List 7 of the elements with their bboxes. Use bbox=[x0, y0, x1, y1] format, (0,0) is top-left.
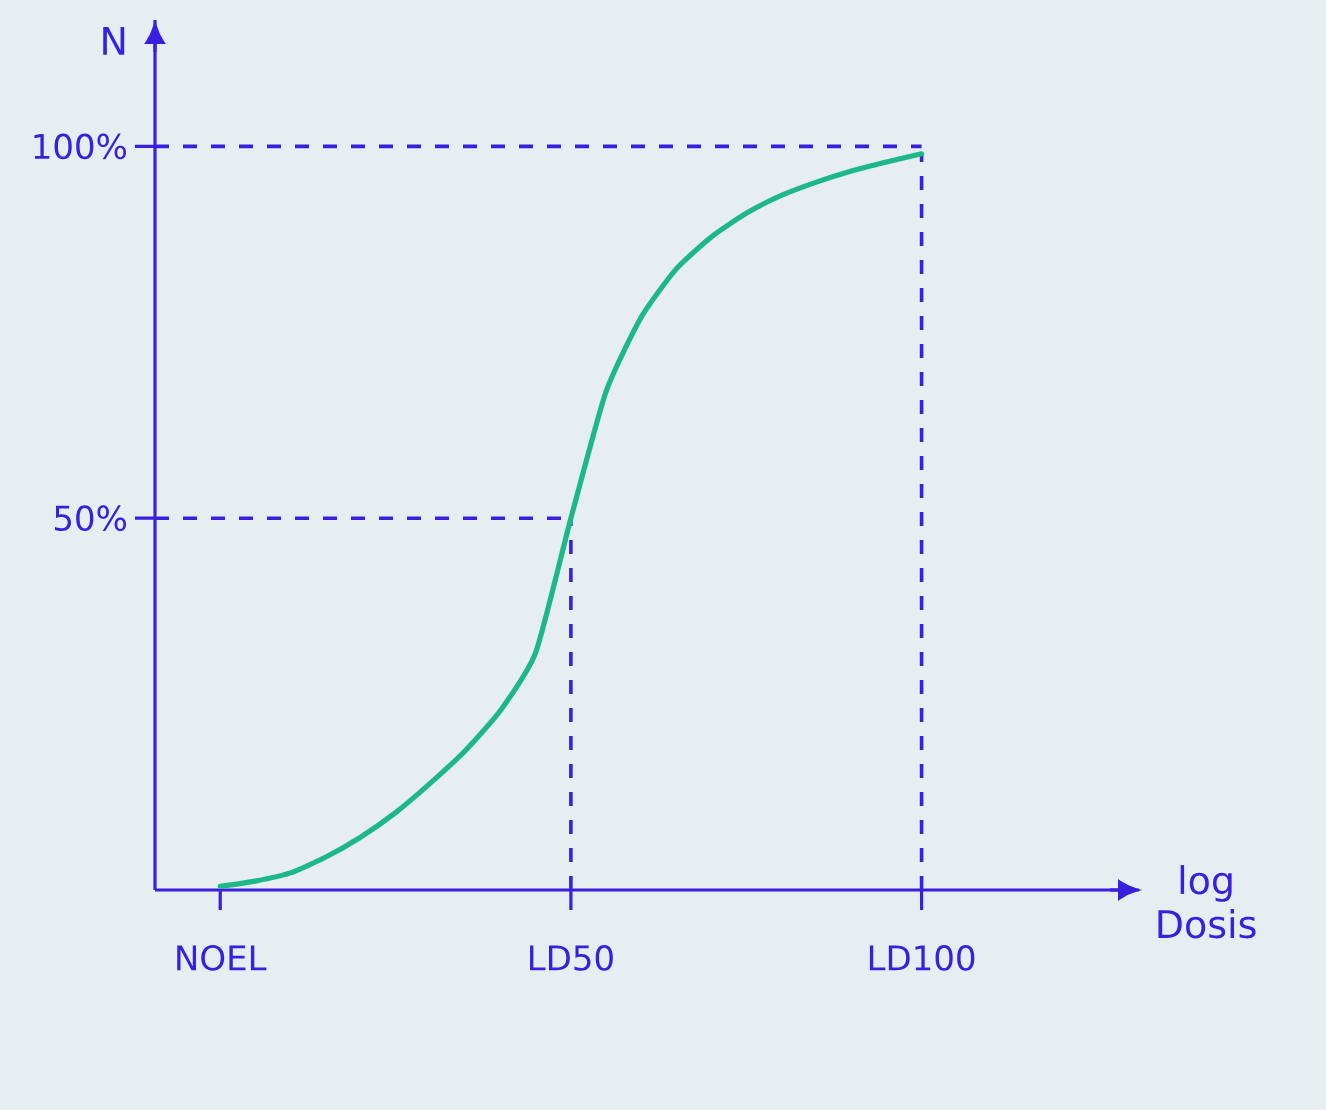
y-tick-label: 50% bbox=[54, 505, 127, 532]
x-tick-label: LD50 bbox=[530, 945, 613, 971]
x-axis-title: log Dosis bbox=[1158, 865, 1256, 939]
x-tick-label: LD100 bbox=[869, 945, 975, 971]
x-tick-label: NOEL bbox=[177, 945, 267, 971]
y-axis-title: N bbox=[103, 27, 125, 55]
y-tick-label: 100% bbox=[34, 133, 127, 160]
